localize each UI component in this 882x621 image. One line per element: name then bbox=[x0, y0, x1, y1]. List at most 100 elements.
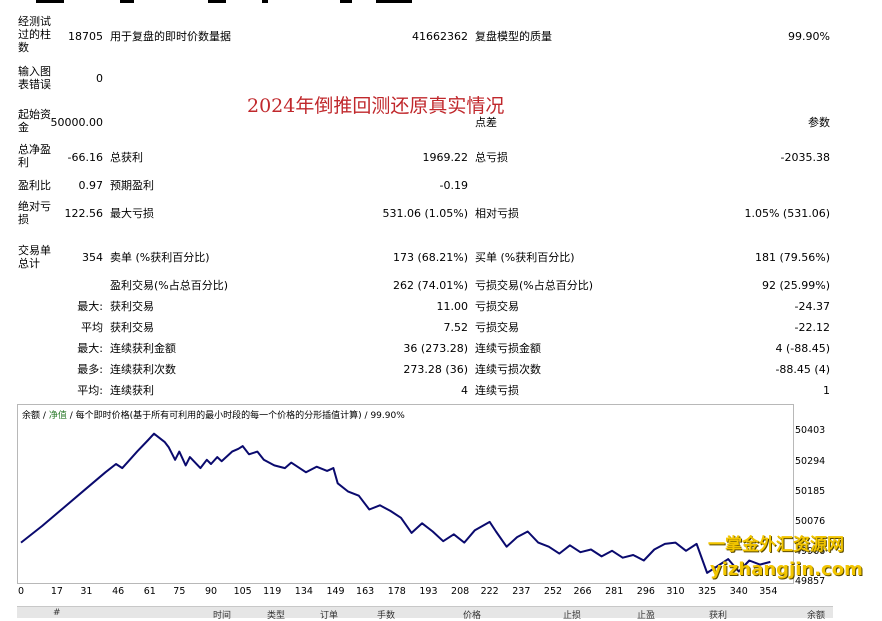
total-trades-label: 交易单总计 bbox=[18, 244, 51, 270]
long-positions-label: 买单 (%获利百分比) bbox=[475, 251, 575, 264]
rel-drawdown-value: 1.05% (531.06) bbox=[744, 207, 830, 220]
x-tick-label: 17 bbox=[50, 586, 63, 597]
x-tick-label: 163 bbox=[356, 586, 375, 597]
x-tick-label: 281 bbox=[605, 586, 624, 597]
bars-tested-value: 18705 bbox=[68, 30, 103, 43]
profit-factor-value: 0.97 bbox=[78, 179, 104, 192]
loss-trades-label: 亏损交易(%占总百分比) bbox=[475, 279, 594, 292]
x-tick-label: 105 bbox=[233, 586, 252, 597]
max-consec-wins-value: 36 (273.28) bbox=[403, 342, 468, 355]
orders-table-header: # 时间 类型 订单 手数 价格 止损 止盈 获利 余额 bbox=[17, 606, 833, 621]
avg-consec-wins-value: 4 bbox=[461, 384, 468, 397]
y-tick-label: 50185 bbox=[795, 485, 826, 497]
x-tick-label: 340 bbox=[729, 586, 748, 597]
x-tick-label: 208 bbox=[451, 586, 470, 597]
model-quality-label: 复盘模型的质量 bbox=[475, 30, 552, 43]
average-loss-value: -22.12 bbox=[794, 321, 830, 334]
short-positions-label: 卖单 (%获利百分比) bbox=[110, 251, 210, 264]
x-tick-label: 149 bbox=[326, 586, 345, 597]
abs-drawdown-value: 122.56 bbox=[64, 207, 104, 220]
average-profit-label: 获利交易 bbox=[110, 321, 154, 334]
initial-deposit-value: 50000.00 bbox=[50, 116, 104, 129]
col-balance[interactable]: 余额 bbox=[807, 611, 826, 621]
spread-label: 点差 bbox=[475, 116, 497, 129]
avg-consec-losses-value: 1 bbox=[823, 384, 830, 397]
chart-header: 余额 / 净值 / 每个即时价格(基于所有可利用的最小时段的每一个价格的分形插值… bbox=[22, 408, 405, 421]
mismatch-value: 0 bbox=[96, 72, 103, 85]
max-drawdown-label: 最大亏损 bbox=[110, 207, 154, 220]
y-tick-label: 49857 bbox=[795, 576, 826, 587]
col-tp[interactable]: 止盈 bbox=[637, 611, 656, 621]
x-tick-label: 310 bbox=[666, 586, 685, 597]
watermark-text: 一掌金外汇资源网 bbox=[708, 535, 844, 555]
max-consec-losses-label: 连续亏损金额 bbox=[475, 342, 541, 355]
average-loss-label: 亏损交易 bbox=[475, 321, 519, 334]
col-sl[interactable]: 止损 bbox=[563, 611, 582, 621]
col-profit[interactable]: 获利 bbox=[709, 611, 728, 621]
chart-header-sep2: / bbox=[69, 411, 73, 421]
x-tick-label: 75 bbox=[173, 586, 186, 597]
expected-payoff-value: -0.19 bbox=[439, 179, 468, 192]
profit-trades-value: 262 (74.01%) bbox=[392, 279, 468, 292]
gross-loss-label: 总亏损 bbox=[475, 151, 508, 164]
gross-loss-value: -2035.38 bbox=[780, 151, 830, 164]
chart-header-balance: 余额 bbox=[22, 411, 41, 421]
chart-header-equity: 净值 bbox=[48, 411, 67, 421]
overlay-title: 2024年倒推回测还原真实情况 bbox=[247, 95, 505, 117]
rel-drawdown-label: 相对亏损 bbox=[475, 207, 519, 220]
largest-profit-value: 11.00 bbox=[436, 300, 469, 313]
x-tick-label: 134 bbox=[294, 586, 313, 597]
largest-profit-label: 获利交易 bbox=[110, 300, 154, 313]
x-tick-label: 222 bbox=[480, 586, 499, 597]
col-order[interactable]: 订单 bbox=[320, 611, 339, 621]
bars-tested-label: 经测试过的柱数 bbox=[18, 15, 51, 54]
avg-consec-losses-label: 连续亏损 bbox=[475, 384, 519, 397]
col-lots[interactable]: 手数 bbox=[377, 611, 396, 621]
model-quality-value: 99.90% bbox=[788, 30, 830, 43]
max-consec-loss-label: 连续亏损次数 bbox=[475, 363, 541, 376]
x-tick-label: 354 bbox=[759, 586, 778, 597]
net-profit-value: -66.16 bbox=[67, 151, 103, 164]
average-profit-value: 7.52 bbox=[443, 321, 469, 334]
short-positions-value: 173 (68.21%) bbox=[392, 251, 468, 264]
x-tick-label: 193 bbox=[419, 586, 438, 597]
profit-factor-label: 盈利比 bbox=[18, 179, 51, 192]
y-tick-label: 49966 bbox=[795, 545, 826, 557]
long-positions-value: 181 (79.56%) bbox=[754, 251, 830, 264]
x-tick-label: 119 bbox=[263, 586, 282, 597]
col-time[interactable]: 时间 bbox=[213, 611, 232, 621]
gross-profit-label: 总获利 bbox=[110, 151, 143, 164]
y-tick-label: 50076 bbox=[795, 515, 826, 527]
balance-line bbox=[20, 432, 771, 574]
gross-profit-value: 1969.22 bbox=[422, 151, 469, 164]
most-prefix: 最多: bbox=[77, 363, 103, 376]
chart-header-desc: 每个即时价格(基于所有可利用的最小时段的每一个价格的分形插值计算) bbox=[75, 411, 362, 421]
watermark-url: yizhangjin.com bbox=[710, 559, 863, 580]
total-trades-value: 354 bbox=[82, 251, 103, 264]
ticks-modelled-label: 用于复盘的即时价数量据 bbox=[110, 30, 231, 43]
col-price[interactable]: 价格 bbox=[463, 611, 482, 621]
col-type[interactable]: 类型 bbox=[267, 611, 286, 621]
max-consec-wins-label: 连续获利金额 bbox=[110, 342, 176, 355]
profit-trades-label: 盈利交易(%占总百分比) bbox=[110, 279, 229, 292]
initial-deposit-label: 起始资金 bbox=[18, 108, 51, 134]
ticks-modelled-value: 41662362 bbox=[412, 30, 468, 43]
y-tick-label: 50294 bbox=[795, 455, 826, 467]
x-tick-label: 252 bbox=[543, 586, 563, 597]
net-profit-label: 总净盈利 bbox=[18, 143, 51, 169]
chart-header-quality: 99.90% bbox=[370, 411, 405, 421]
x-tick-label: 296 bbox=[636, 586, 655, 597]
largest-loss-label: 亏损交易 bbox=[475, 300, 519, 313]
avg-consec-wins-label: 连续获利 bbox=[110, 384, 154, 397]
average-prefix: 平均 bbox=[81, 321, 103, 334]
max-consec-loss-value: -88.45 (4) bbox=[775, 363, 830, 376]
top-edge-strip bbox=[0, 0, 882, 4]
max-consec-profit-label: 连续获利次数 bbox=[110, 363, 176, 376]
x-tick-label: 0 bbox=[17, 586, 25, 597]
x-tick-label: 325 bbox=[698, 586, 717, 597]
loss-trades-value: 92 (25.99%) bbox=[761, 279, 830, 292]
col-number[interactable]: # bbox=[53, 608, 61, 618]
chart-header-sep3: / bbox=[364, 411, 368, 421]
balance-chart-frame bbox=[17, 404, 794, 584]
